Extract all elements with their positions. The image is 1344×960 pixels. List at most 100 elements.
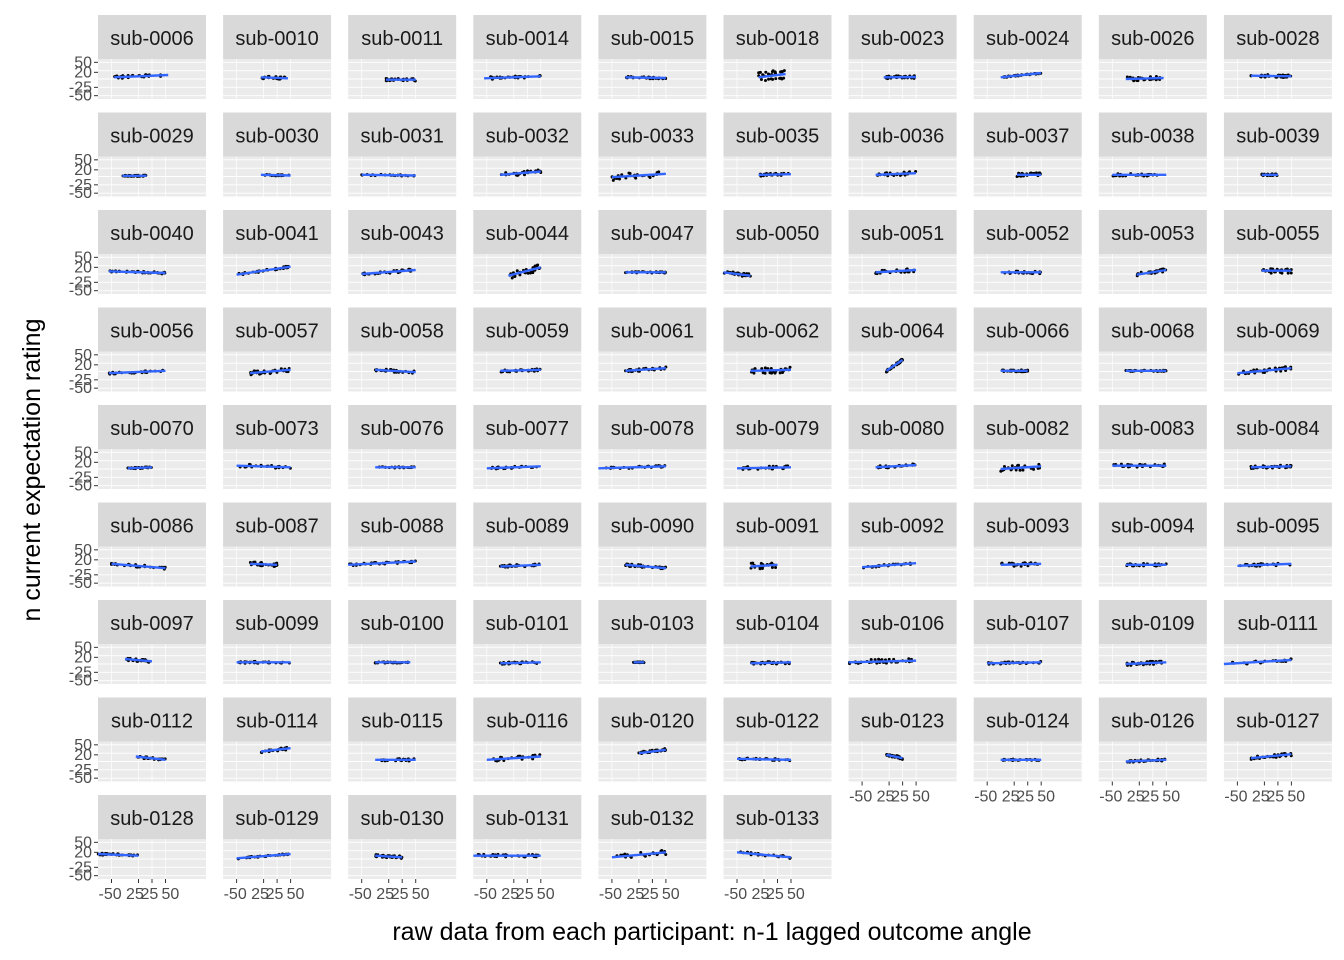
facet-label: sub-0095	[1236, 516, 1319, 538]
x-axis-title: raw data from each participant: n-1 lagg…	[392, 918, 1031, 946]
facet-label: sub-0114	[236, 711, 318, 733]
facet-sub-0091: sub-0091	[724, 503, 832, 587]
facet-label: sub-0052	[986, 223, 1069, 245]
x-tick-label: 25	[1141, 789, 1159, 806]
facet-sub-0028: sub-0028	[1224, 15, 1332, 99]
x-tick-label: 50	[787, 886, 805, 903]
data-point	[1019, 469, 1022, 472]
facet-sub-0006: sub-0006	[98, 15, 206, 99]
facet-sub-0086: sub-0086	[98, 503, 206, 587]
facet-label: sub-0094	[1111, 516, 1194, 538]
data-point	[527, 272, 530, 275]
x-tick-label: 25	[391, 886, 409, 903]
facet-sub-0114: sub-0114	[223, 698, 331, 782]
facet-label: sub-0099	[235, 613, 318, 635]
trend-line	[261, 77, 288, 78]
y-tick-label: -25	[69, 762, 92, 779]
facet-sub-0036: sub-0036	[849, 113, 957, 197]
facet-sub-0120: sub-0120	[598, 698, 706, 782]
facet-label: sub-0043	[360, 223, 443, 245]
facet-sub-0084: sub-0084	[1224, 405, 1332, 489]
facet-sub-0033: sub-0033	[598, 113, 706, 197]
facet-sub-0106: sub-0106	[848, 600, 957, 684]
facet-label: sub-0082	[986, 418, 1069, 440]
facet-label: sub-0101	[486, 613, 569, 635]
facet-label: sub-0073	[235, 418, 318, 440]
facet-sub-0123: sub-0123	[849, 698, 957, 782]
facet-label: sub-0037	[986, 126, 1069, 148]
facet-sub-0095: sub-0095	[1224, 503, 1332, 587]
facet-label: sub-0133	[736, 808, 819, 830]
trend-line	[1126, 662, 1167, 664]
y-tick-label: -25	[69, 372, 92, 389]
facet-sub-0089: sub-0089	[473, 503, 581, 587]
trend-line	[250, 564, 277, 565]
facet-sub-0099: sub-0099	[223, 600, 331, 684]
facet-sub-0132: sub-0132	[598, 795, 706, 879]
facet-label: sub-0031	[360, 126, 443, 148]
data-point	[770, 77, 773, 80]
facet-sub-0066: sub-0066	[974, 308, 1082, 392]
facet-label: sub-0091	[736, 516, 819, 538]
facet-label: sub-0006	[110, 28, 193, 50]
trend-line	[98, 854, 139, 856]
facet-label: sub-0112	[111, 711, 193, 733]
facet-label: sub-0126	[1111, 711, 1194, 733]
x-tick-label: -50	[224, 886, 247, 903]
facet-label: sub-0120	[611, 711, 694, 733]
y-tick-label: -25	[69, 79, 92, 96]
facet-label: sub-0124	[986, 711, 1069, 733]
data-point	[657, 170, 660, 173]
facet-sub-0030: sub-0030	[223, 113, 331, 197]
facet-label: sub-0131	[486, 808, 569, 830]
facet-sub-0078: sub-0078	[598, 405, 706, 489]
facet-sub-0070: sub-0070	[98, 405, 206, 489]
data-point	[877, 658, 880, 661]
facet-label: sub-0011	[361, 28, 443, 50]
facet-sub-0039: sub-0039	[1224, 113, 1332, 197]
x-tick-label: -50	[99, 886, 122, 903]
facet-sub-0104: sub-0104	[724, 600, 832, 684]
facet-label: sub-0033	[611, 126, 694, 148]
x-tick-label: 50	[287, 886, 305, 903]
x-tick-label: 50	[1037, 789, 1055, 806]
facet-label: sub-0109	[1111, 613, 1194, 635]
facet-sub-0097: sub-0097	[98, 600, 206, 684]
data-point	[764, 71, 767, 74]
facet-label: sub-0051	[861, 223, 944, 245]
y-tick-label: 50	[74, 249, 92, 266]
trend-line	[362, 175, 416, 176]
facet-sub-0014: sub-0014	[473, 15, 581, 99]
facet-sub-0061: sub-0061	[598, 308, 706, 392]
facet-sub-0129: sub-0129	[223, 795, 331, 879]
trend-line	[109, 271, 166, 273]
trend-line	[751, 370, 792, 371]
facet-label: sub-0111	[1238, 613, 1318, 635]
y-tick-label: -25	[69, 177, 92, 194]
facet-label: sub-0010	[235, 28, 318, 50]
facet-label: sub-0041	[235, 223, 318, 245]
trend-line	[987, 662, 1041, 663]
facet-sub-0122: sub-0122	[724, 698, 832, 782]
facet-sub-0024: sub-0024	[974, 15, 1082, 99]
data-point	[764, 79, 767, 82]
facet-sub-0056: sub-0056	[98, 308, 206, 392]
data-point	[618, 178, 621, 181]
facet-sub-0037: sub-0037	[974, 113, 1082, 197]
facet-label: sub-0086	[110, 516, 193, 538]
facet-sub-0133: sub-0133	[724, 795, 832, 879]
facet-sub-0112: sub-0112	[98, 698, 206, 782]
x-tick-label: 25	[641, 886, 659, 903]
facet-label: sub-0104	[736, 613, 819, 635]
facet-label: sub-0032	[486, 126, 569, 148]
data-point	[774, 566, 777, 569]
y-tick-label: -25	[69, 469, 92, 486]
facet-sub-0109: sub-0109	[1099, 600, 1207, 684]
facet-sub-0032: sub-0032	[473, 113, 581, 197]
facet-label: sub-0059	[486, 321, 569, 343]
y-tick-label: 50	[74, 542, 92, 559]
facet-sub-0094: sub-0094	[1099, 503, 1207, 587]
data-point	[516, 269, 519, 272]
facet-label: sub-0040	[110, 223, 193, 245]
